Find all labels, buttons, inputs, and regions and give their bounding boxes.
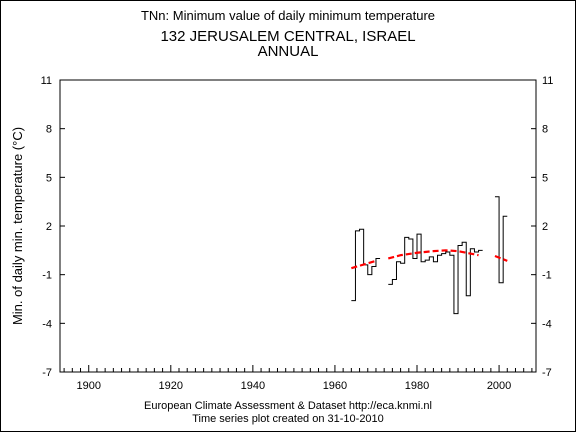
- plot-box: [59, 79, 537, 373]
- chart-title: TNn: Minimum value of daily minimum temp…: [140, 8, 436, 23]
- y-tick-label-right: -7: [542, 367, 552, 379]
- y-tick-label-right: -1: [542, 270, 552, 282]
- y-tick-label-left: 5: [46, 172, 52, 184]
- x-tick-label: 2000: [487, 380, 511, 392]
- period-label: ANNUAL: [257, 43, 319, 60]
- y-tick-label-left: -7: [42, 367, 52, 379]
- y-tick-label-right: -4: [542, 318, 552, 330]
- y-tick-label-left: -4: [42, 318, 52, 330]
- x-tick-label: 1940: [241, 380, 265, 392]
- y-tick-label-right: 5: [542, 172, 548, 184]
- x-tick-label: 1900: [76, 380, 100, 392]
- series-trend-line: [494, 254, 508, 262]
- x-tick-label: 1980: [405, 380, 429, 392]
- y-tick-label-right: 8: [542, 124, 548, 136]
- x-tick-label: 1960: [323, 380, 347, 392]
- footer-created: Time series plot created on 31-10-2010: [192, 413, 384, 425]
- y-tick-label-left: -1: [42, 270, 52, 282]
- series-step-line: [388, 233, 483, 315]
- y-tick-label-left: 2: [46, 221, 52, 233]
- x-tick-label: 1920: [159, 380, 183, 392]
- footer-source: European Climate Assessment & Dataset ht…: [144, 400, 432, 412]
- y-tick-label-left: 8: [46, 124, 52, 136]
- y-tick-label-right: 11: [542, 75, 553, 87]
- y-tick-label-right: 2: [542, 221, 548, 233]
- series-trend-line: [387, 249, 479, 260]
- series-step-line: [494, 196, 508, 284]
- y-tick-label-left: 11: [41, 75, 52, 87]
- y-axis-label: Min. of daily min. temperature (°C): [10, 127, 25, 325]
- series-trend-line: [351, 259, 377, 270]
- station-name: 132 JERUSALEM CENTRAL, ISRAEL: [160, 28, 416, 45]
